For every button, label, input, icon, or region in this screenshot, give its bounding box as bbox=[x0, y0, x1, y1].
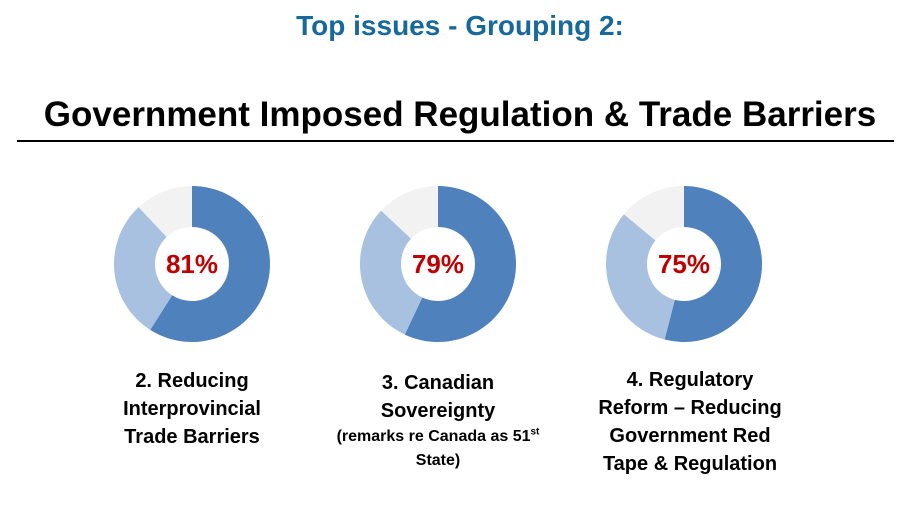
donut-label-2-note: (remarks re Canada as 51st State) bbox=[328, 425, 548, 473]
donut-label-1-line-1: 2. Reducing bbox=[135, 370, 249, 392]
donut-percent-2: 79% bbox=[411, 248, 465, 279]
donut-1-primary-segment bbox=[150, 186, 270, 342]
donut-label-2: 3. Canadian Sovereignty (remarks re Cana… bbox=[328, 369, 548, 473]
donut-label-3-line-3: Government Red bbox=[609, 425, 771, 447]
donut-label-3: 4. Regulatory Reform – Reducing Governme… bbox=[580, 366, 800, 478]
donut-label-2-note-text: (remarks re Canada as 51 bbox=[336, 428, 531, 445]
donut-chart-3: 75% bbox=[604, 184, 764, 344]
donut-label-2-line-1: 3. Canadian bbox=[381, 372, 495, 394]
donut-svg-2 bbox=[360, 186, 516, 342]
donut-3-remainder-segment bbox=[623, 186, 684, 241]
title-underline bbox=[17, 140, 894, 142]
donut-percent-1: 81% bbox=[165, 248, 219, 279]
donut-percent-3: 75% bbox=[657, 248, 711, 279]
donut-3-secondary-segment bbox=[606, 214, 675, 340]
donut-label-1: 2. Reducing Interprovincial Trade Barrie… bbox=[82, 367, 302, 451]
donut-label-1-line-2: Interprovincial bbox=[123, 398, 261, 420]
donut-1-secondary-segment bbox=[114, 207, 173, 330]
donut-svg-3 bbox=[606, 186, 762, 342]
donut-chart-1: 81% bbox=[112, 184, 272, 344]
donut-label-2-line-2: Sovereignty bbox=[380, 400, 496, 422]
donut-label-2-note-end: State) bbox=[415, 452, 461, 469]
donut-2-remainder-segment bbox=[381, 186, 438, 239]
donut-chart-2: 79% bbox=[358, 184, 518, 344]
donut-2-secondary-segment bbox=[360, 210, 423, 335]
donut-label-1-line-3: Trade Barriers bbox=[124, 426, 260, 448]
donut-label-3-line-4: Tape & Regulation bbox=[602, 453, 778, 475]
donut-label-3-line-1: 4. Regulatory bbox=[626, 369, 754, 391]
page-subtitle: Top issues - Grouping 2: bbox=[296, 10, 624, 41]
donut-1-remainder-segment bbox=[138, 186, 192, 238]
donut-label-3-line-2: Reform – Reducing bbox=[598, 397, 782, 419]
donut-3-primary-segment bbox=[664, 186, 762, 342]
donut-svg-1 bbox=[114, 186, 270, 342]
page-title: Government Imposed Regulation & Trade Ba… bbox=[43, 95, 877, 134]
donut-label-2-note-sup: st bbox=[530, 426, 540, 438]
donut-2-primary-segment bbox=[404, 186, 516, 342]
